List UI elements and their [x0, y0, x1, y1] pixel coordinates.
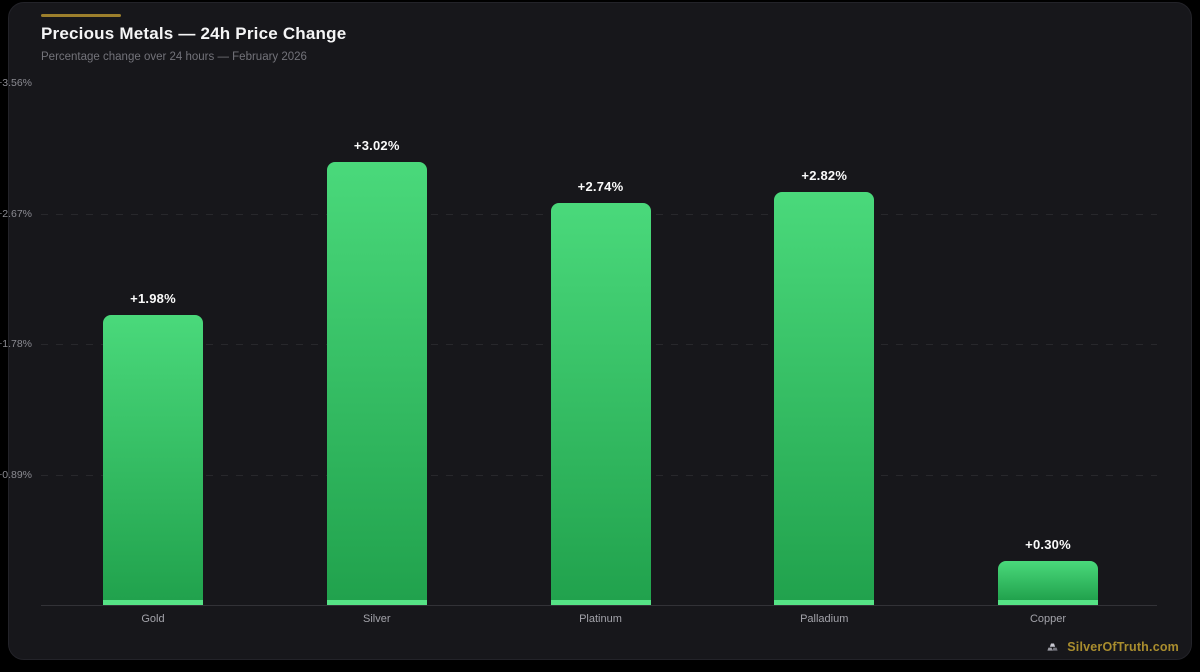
plot-area: +0.89% +1.78% +2.67% +3.56% +1.98% Gold +3.02%… — [0, 3, 1191, 659]
bar-copper — [998, 561, 1098, 605]
silver-stack-icon — [1047, 643, 1058, 651]
bar-value-label: +3.02% — [353, 138, 400, 153]
category-label: Gold — [141, 613, 165, 625]
bar-gold — [103, 315, 203, 605]
chart-subtitle: Percentage change over 24 hours — Februa… — [41, 51, 307, 63]
x-axis-line — [41, 605, 1157, 606]
bar-platinum — [550, 203, 651, 605]
bar-value-label: +2.74% — [577, 179, 624, 194]
y-tick-label: +2.67% — [0, 207, 32, 220]
bar-value-label: +0.30% — [1025, 537, 1071, 552]
category-label: Platinum — [579, 613, 622, 625]
category-label: Copper — [1029, 613, 1067, 625]
watermark-text: SilverOfTruth.com — [1067, 639, 1179, 654]
title-accent-bar — [41, 14, 121, 17]
category-label: Palladium — [800, 613, 849, 625]
chart-title: Precious Metals — 24h Price Change — [41, 24, 347, 43]
bar-value-label: +1.98% — [130, 291, 176, 306]
bar-palladium — [774, 192, 875, 605]
bar-value-label: +2.82% — [801, 168, 848, 183]
y-tick-label: +0.89% — [0, 468, 32, 481]
watermark: SilverOfTruth.com — [1045, 639, 1179, 654]
bar-silver — [326, 162, 427, 605]
chart-card: Precious Metals — 24h Price Change Perce… — [0, 2, 1192, 660]
category-label: Silver — [362, 613, 391, 625]
y-tick-label: +3.56% — [0, 77, 32, 89]
y-tick-label: +1.78% — [0, 338, 32, 350]
